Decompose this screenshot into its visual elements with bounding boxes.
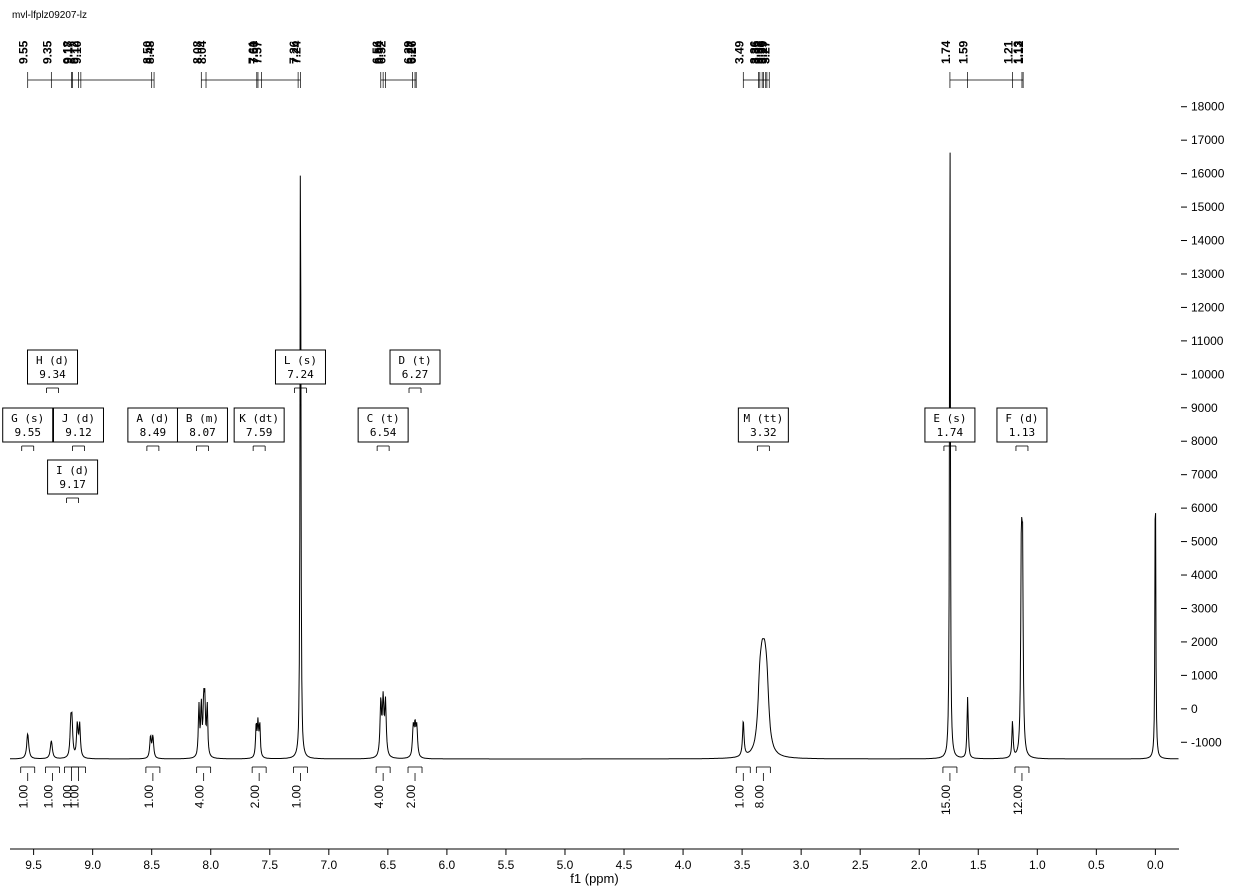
x-tick-label: 9.5 [25,858,42,872]
assignment-id: E (s) [933,412,966,425]
y-tick-label: 15000 [1191,200,1225,214]
y-tick-label: 5000 [1191,535,1218,549]
integral-value: 1.00 [67,785,81,809]
y-tick-label: 13000 [1191,267,1225,281]
x-tick-label: 2.5 [852,858,869,872]
integral-value: 4.00 [372,785,386,809]
x-tick-label: 5.5 [498,858,515,872]
x-tick-label: 8.5 [143,858,160,872]
x-tick-label: 7.5 [261,858,278,872]
peak-ppm-label: 9.35 [40,40,54,64]
peak-ppm-label: 8.48 [143,40,157,64]
integral-value: 12.00 [1011,785,1025,815]
integral-value: 1.00 [142,785,156,809]
assignment-id: G (s) [11,412,44,425]
y-tick-label: 12000 [1191,300,1225,314]
y-tick-label: 4000 [1191,568,1218,582]
nmr-svg: mvl-lfplz09207-lz 9.5 9.0 8.5 8.0 7.5 7.0 6.5 6.… [0,0,1239,889]
assignment-id: A (d) [136,412,169,425]
y-tick-label: 1000 [1191,668,1218,682]
assignment-ppm: 7.59 [246,426,273,439]
x-tick-label: 1.5 [970,858,987,872]
x-tick-label: 0.5 [1088,858,1105,872]
y-tick-label: 2000 [1191,635,1218,649]
y-tick-label: 17000 [1191,133,1225,147]
peak-ppm-label: 7.57 [251,40,265,64]
assignment-ppm: 8.49 [140,426,167,439]
assignment-ppm: 9.34 [39,368,66,381]
x-tick-label: 9.0 [84,858,101,872]
integral-value: 2.00 [248,785,262,809]
integral-value: 15.00 [939,785,953,815]
integral-value: 4.00 [193,785,207,809]
integral-value: 1.00 [732,785,746,809]
y-tick-label: 16000 [1191,167,1225,181]
assignment-id: J (d) [62,412,95,425]
assignment-id: L (s) [284,354,317,367]
peak-ppm-label: 9.55 [17,40,31,64]
y-tick-label: 14000 [1191,234,1225,248]
assignment-ppm: 6.27 [402,368,429,381]
assignment-id: C (t) [367,412,400,425]
assignment-id: M (tt) [743,412,783,425]
sample-name: mvl-lfplz09207-lz [12,10,87,21]
peak-ppm-label: 3.27 [758,40,772,64]
integral-value: 1.00 [42,785,56,809]
y-tick-label: 10000 [1191,367,1225,381]
x-tick-label: 6.5 [380,858,397,872]
assignment-ppm: 9.17 [59,478,86,491]
peak-ppm-label: 6.52 [374,40,388,64]
assignment-ppm: 6.54 [370,426,397,439]
peak-ppm-label: 6.26 [405,40,419,64]
integral-value: 2.00 [404,785,418,809]
peak-ppm-label: 1.74 [939,40,953,64]
integral-value: 1.00 [289,785,303,809]
x-tick-label: 1.0 [1029,858,1046,872]
assignment-id: H (d) [36,354,69,367]
y-tick-label: 0 [1191,702,1198,716]
y-tick-label: 8000 [1191,434,1218,448]
x-tick-label: 3.0 [793,858,810,872]
x-tick-label: 2.0 [911,858,928,872]
assignment-id: I (d) [56,464,89,477]
y-tick-label: 3000 [1191,601,1218,615]
assignment-id: D (t) [398,354,431,367]
assignment-ppm: 7.24 [287,368,314,381]
x-axis-label: f1 (ppm) [570,871,618,886]
x-tick-label: 0.0 [1147,858,1164,872]
assignment-ppm: 1.74 [937,426,964,439]
y-tick-label: 6000 [1191,501,1218,515]
integral-value: 1.00 [17,785,31,809]
peak-ppm-label: 7.24 [289,40,303,64]
peak-ppm-label: 1.59 [957,40,971,64]
y-tick-label: 9000 [1191,401,1218,415]
integral-value: 8.00 [752,785,766,809]
assignment-ppm: 1.13 [1009,426,1036,439]
y-tick-label: 18000 [1191,100,1225,114]
assignment-id: F (d) [1005,412,1038,425]
x-tick-label: 6.0 [439,858,456,872]
peak-ppm-label: 1.12 [1012,40,1026,64]
peak-ppm-label: 3.49 [732,40,746,64]
x-tick-label: 4.5 [616,858,633,872]
assignment-id: K (dt) [239,412,279,425]
nmr-spectrum-chart: mvl-lfplz09207-lz 9.5 9.0 8.5 8.0 7.5 7.0 6.5 6.… [0,0,1239,889]
assignment-ppm: 9.55 [14,426,41,439]
peak-ppm-label: 9.10 [70,40,84,64]
x-tick-label: 7.0 [320,858,337,872]
assignment-id: B (m) [186,412,219,425]
assignment-ppm: 9.12 [65,426,92,439]
y-tick-label: 7000 [1191,468,1218,482]
x-tick-label: 4.0 [675,858,692,872]
assignment-ppm: 8.07 [189,426,216,439]
y-tick-label: 11000 [1191,334,1224,348]
y-tick-label: -1000 [1191,735,1222,749]
peak-ppm-label: 8.04 [195,40,209,64]
x-tick-label: 3.5 [734,858,751,872]
assignment-ppm: 3.32 [750,426,777,439]
spectrum-trace [10,153,1179,759]
x-tick-label: 5.0 [557,858,574,872]
x-tick-label: 8.0 [202,858,219,872]
